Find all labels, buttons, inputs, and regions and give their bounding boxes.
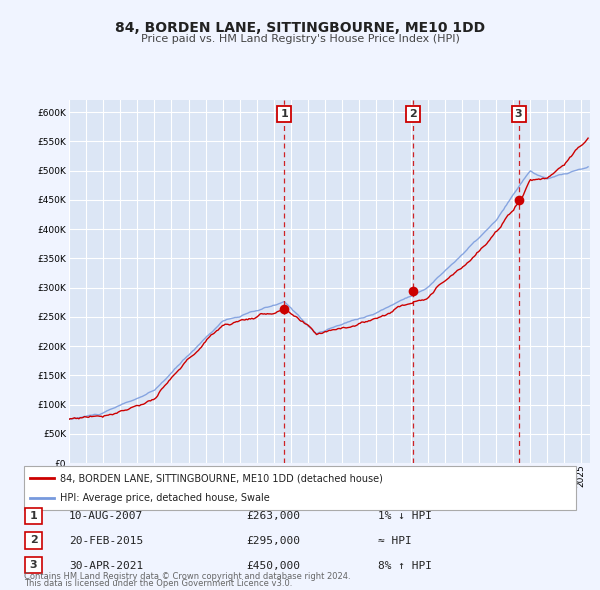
FancyBboxPatch shape xyxy=(25,507,42,524)
Text: 84, BORDEN LANE, SITTINGBOURNE, ME10 1DD: 84, BORDEN LANE, SITTINGBOURNE, ME10 1DD xyxy=(115,21,485,35)
Text: 3: 3 xyxy=(30,560,37,571)
Text: HPI: Average price, detached house, Swale: HPI: Average price, detached house, Swal… xyxy=(60,493,269,503)
Text: This data is licensed under the Open Government Licence v3.0.: This data is licensed under the Open Gov… xyxy=(24,579,292,588)
Text: 3: 3 xyxy=(515,109,523,119)
Text: Contains HM Land Registry data © Crown copyright and database right 2024.: Contains HM Land Registry data © Crown c… xyxy=(24,572,350,581)
FancyBboxPatch shape xyxy=(24,466,576,510)
Text: 8% ↑ HPI: 8% ↑ HPI xyxy=(378,561,432,571)
Text: £295,000: £295,000 xyxy=(246,536,300,546)
Text: 1% ↓ HPI: 1% ↓ HPI xyxy=(378,512,432,521)
Text: Price paid vs. HM Land Registry's House Price Index (HPI): Price paid vs. HM Land Registry's House … xyxy=(140,34,460,44)
Text: £450,000: £450,000 xyxy=(246,561,300,571)
FancyBboxPatch shape xyxy=(25,557,42,573)
Text: 20-FEB-2015: 20-FEB-2015 xyxy=(69,536,143,546)
Text: 1: 1 xyxy=(280,109,288,119)
Text: 2: 2 xyxy=(409,109,417,119)
Text: 84, BORDEN LANE, SITTINGBOURNE, ME10 1DD (detached house): 84, BORDEN LANE, SITTINGBOURNE, ME10 1DD… xyxy=(60,474,383,483)
Text: 30-APR-2021: 30-APR-2021 xyxy=(69,561,143,571)
Text: 1: 1 xyxy=(30,511,37,521)
FancyBboxPatch shape xyxy=(25,532,42,549)
Text: £263,000: £263,000 xyxy=(246,512,300,521)
Text: 2: 2 xyxy=(30,536,37,546)
Text: ≈ HPI: ≈ HPI xyxy=(378,536,412,546)
Text: 10-AUG-2007: 10-AUG-2007 xyxy=(69,512,143,521)
